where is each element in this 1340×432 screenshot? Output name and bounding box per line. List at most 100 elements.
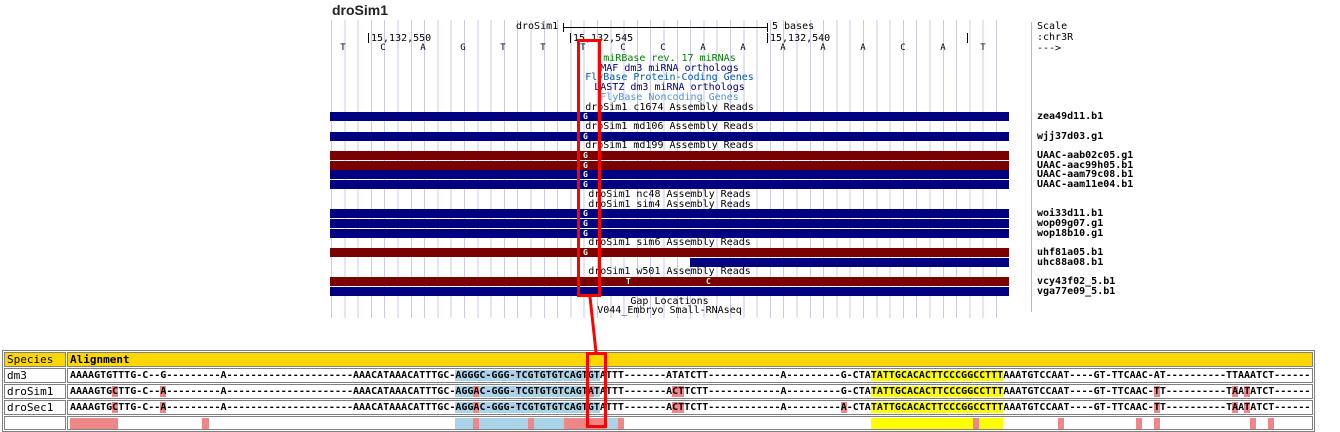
sequence-segment: CT [672, 402, 685, 413]
sequence-segment: CT [672, 386, 685, 397]
read-bar-UAAC-aam11e04.b1[interactable] [330, 180, 1009, 190]
read-bar-zea49d11.b1[interactable] [330, 112, 1009, 122]
alignment-header-cell: Alignment [67, 352, 1314, 367]
read-base-letter: G [583, 170, 588, 180]
read-bar-UAAC-aam79c08.b1[interactable] [330, 170, 1009, 180]
track-label[interactable]: FlyBase Noncoding Genes [600, 91, 739, 103]
sequence-segment: C [112, 402, 119, 413]
sequence-segment: -CTA [846, 402, 871, 413]
read-bar-UAAC-aac99h05.b1[interactable] [330, 160, 1009, 170]
label-separator-line [1031, 22, 1032, 312]
sequence-segment: ---------A---------------------AAACATAAA… [166, 386, 456, 397]
alignment-row[interactable]: droSim1 AAAAGTGCTTG-C--A---------A-------… [4, 384, 1314, 399]
track-label[interactable]: miRBase rev. 17 miRNAs [603, 53, 736, 64]
track-label[interactable]: droSim1 sim4 Assembly Reads [588, 198, 751, 210]
sequence-segment: A [587, 386, 594, 397]
sequence-segment [605, 417, 618, 429]
read-bar-vcy43f02_5.b1[interactable] [330, 277, 1009, 287]
ruler-base-letter: T [980, 43, 986, 53]
read-label: wop09g07.g1 [1037, 217, 1104, 229]
ruler-base-letter: C [380, 43, 386, 53]
species-cell: dm3 [4, 368, 66, 383]
sequence-segment [870, 417, 974, 429]
track-label[interactable]: droSim1 sim6 Assembly Reads [588, 237, 751, 249]
sequence-segment: ---------A---------------------AAACATAAA… [166, 402, 456, 413]
sequence-segment [1064, 418, 1136, 429]
read-bar-wop09g07.g1[interactable] [330, 218, 1009, 228]
read-base-letter: G [583, 248, 588, 257]
coordinate-label: 15,132,545 [573, 33, 634, 44]
sequence-segment [202, 417, 209, 429]
sequence-segment [455, 417, 474, 429]
track-label[interactable]: droSim1 c1674 Assembly Reads [585, 101, 754, 113]
read-bar-UAAC-aab02c05.g1[interactable] [330, 151, 1009, 160]
sequence-segment: T----------T [1159, 386, 1233, 397]
sequence-cell: AAAAGTGTTTG-C--G---------A--------------… [67, 368, 1314, 383]
species-cell: droSec1 [4, 400, 66, 415]
read-label: wjj37d03.g1 [1037, 130, 1104, 142]
sequence-segment [1003, 418, 1057, 429]
sequence-segment [1274, 418, 1310, 429]
track-label[interactable]: Gap Locations [630, 295, 709, 307]
read-base-letter: C [706, 277, 711, 287]
track-label[interactable]: LASTZ dm3 miRNA orthologs [594, 82, 745, 94]
genome-browser-panel: droSim1 droSim1 5 bases 15,132,550 15,132… [330, 2, 1134, 318]
sequence-segment: ATTT-------A [599, 402, 673, 413]
read-label: UAAC-aac99h05.b1 [1037, 159, 1134, 171]
coordinate-label: 15,132,540 [770, 33, 831, 44]
ruler-base-letter: T [580, 43, 586, 53]
ruler-base-letter: A [420, 43, 426, 53]
alignment-table: Species Alignment dm3 AAAAGTGTTTG-C--G-----… [2, 350, 1316, 432]
read-bar-uhc88a08.b1[interactable] [690, 257, 1009, 267]
sequence-segment: ATCT------ [1250, 402, 1311, 413]
read-bar-wjj37d03.g1[interactable] [330, 131, 1009, 141]
alignment-row[interactable]: droSec1 AAAAGTGCTTG-C--A---------A-------… [4, 400, 1314, 415]
track-label[interactable]: droSim1 md199 Assembly Reads [585, 140, 754, 152]
track-label[interactable]: droSim1 md106 Assembly Reads [585, 120, 754, 132]
sequence-segment [70, 417, 119, 429]
read-bar-vga77e09_5.b1[interactable] [330, 286, 1009, 296]
sequence-segment: TCTT------------A---------G-CTA [684, 386, 871, 397]
read-base-letter: G [583, 228, 588, 238]
track-label[interactable]: droSim1 w501 Assembly Reads [588, 266, 751, 278]
read-label: zea49d11.b1 [1037, 111, 1104, 123]
alignment-row[interactable]: dm3 AAAAGTGTTTG-C--G---------A-----------… [4, 368, 1314, 383]
sequence-segment: A [1232, 386, 1239, 397]
species-header-cell: Species [4, 352, 66, 367]
sequence-cell: AAAAGTGCTTG-C--A---------A--------------… [67, 384, 1314, 399]
ruler-base-letter: A [740, 43, 746, 53]
sequence-segment: TATTGCACACTTCCCGGCCTTT [870, 402, 1004, 413]
read-base-letter: T [626, 277, 631, 287]
sequence-segment: AAAAGTG [70, 402, 113, 413]
coordinate-label: 15,132,550 [371, 33, 432, 44]
ruler-base-letter: A [820, 43, 826, 53]
sequence-segment [118, 418, 202, 429]
track-label[interactable]: FlyBase Protein-Coding Genes [585, 72, 754, 84]
sequence-segment [527, 417, 534, 429]
sequence-segment: A [160, 386, 167, 397]
sequence-segment: A [1238, 402, 1245, 413]
track-label[interactable]: droSim1 nc48 Assembly Reads [588, 188, 751, 200]
read-base-letter: G [583, 112, 588, 122]
highlight-box-browser [577, 39, 601, 297]
sequence-segment: C-GGG-TCGTGTGTCAGT [479, 386, 588, 397]
sequence-segment: ATTT-------ATATCTT------------A---------… [599, 370, 871, 381]
read-bar-uhf81a05.b1[interactable] [330, 248, 1009, 257]
read-bar-wop18b10.g1[interactable] [330, 228, 1009, 238]
track-label[interactable]: V044_Embryo Small-RNAseq [597, 305, 742, 317]
read-base-letter: G [583, 151, 588, 160]
read-bar-woi33d11.b1[interactable] [330, 209, 1009, 219]
sequence-segment [1256, 418, 1268, 429]
sequence-segment: ATCT------ [1250, 386, 1311, 397]
sequence-segment [1135, 417, 1142, 429]
ruler-base-letter: G [460, 43, 466, 53]
sequence-segment: AGG [455, 386, 474, 397]
sequence-segment: TATTGCACACTTCCCGGCCTTT [870, 370, 1004, 381]
ruler-base-letter: C [620, 43, 626, 53]
sequence-segment: T [1153, 386, 1160, 397]
strand-arrow: ---> [1037, 43, 1062, 54]
read-label: uhc88a08.b1 [1037, 256, 1104, 268]
sequence-segment [1160, 418, 1250, 429]
read-label: uhf81a05.b1 [1037, 247, 1104, 258]
track-label[interactable]: MAF dm3 miRNA orthologs [600, 62, 739, 74]
